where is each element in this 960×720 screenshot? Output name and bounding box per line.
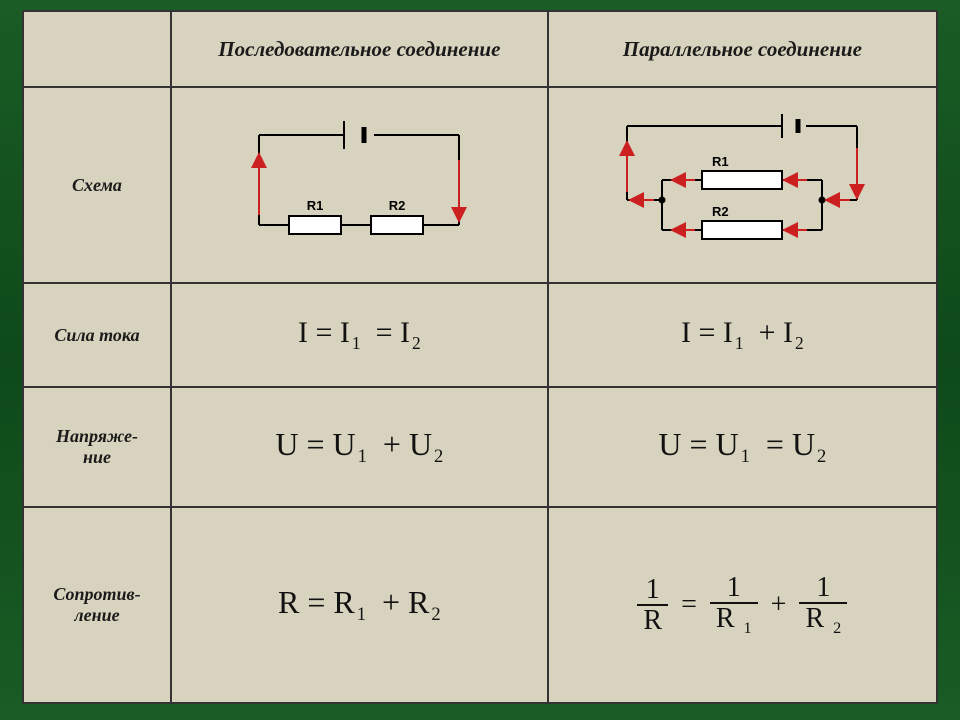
cell-series-current: I = I1 = I2	[171, 283, 548, 387]
series-r1-label: R1	[307, 198, 324, 213]
row-current: Сила тока I = I1 = I2 I = I1 + I2	[23, 283, 937, 387]
col-header-parallel: Параллельное соединение	[548, 11, 937, 87]
row-schema: Схема	[23, 87, 937, 283]
formula-series-resistance: R = R1 + R2	[278, 584, 441, 620]
cell-series-voltage: U = U1 + U2	[171, 387, 548, 507]
page-frame: Последовательное соединение Параллельное…	[0, 0, 960, 720]
comparison-table: Последовательное соединение Параллельное…	[22, 10, 938, 704]
cell-series-resistance: R = R1 + R2	[171, 507, 548, 703]
formula-parallel-current: I = I1 + I2	[681, 316, 804, 349]
cell-series-schema: R1 R2	[171, 87, 548, 283]
parallel-r2-label: R2	[712, 204, 729, 219]
row-resistance: Сопротив-ление R = R1 + R2 1R = 1R 1 + 1…	[23, 507, 937, 703]
formula-parallel-voltage: U = U1 = U2	[658, 426, 826, 462]
series-r2-label: R2	[389, 198, 406, 213]
corner-cell	[23, 11, 171, 87]
formula-series-current: I = I1 = I2	[298, 316, 421, 349]
row-label-voltage: Напряже-ние	[23, 387, 171, 507]
parallel-circuit-diagram: R1 R2	[592, 100, 892, 270]
row-voltage: Напряже-ние U = U1 + U2 U = U1 = U2	[23, 387, 937, 507]
col-header-series: Последовательное соединение	[171, 11, 548, 87]
formula-parallel-resistance: 1R = 1R 1 + 1R 2	[635, 587, 849, 618]
row-label-current: Сила тока	[23, 283, 171, 387]
row-label-resistance: Сопротив-ление	[23, 507, 171, 703]
cell-parallel-schema: R1 R2	[548, 87, 937, 283]
row-label-schema: Схема	[23, 87, 171, 283]
formula-series-voltage: U = U1 + U2	[275, 426, 443, 462]
cell-parallel-current: I = I1 + I2	[548, 283, 937, 387]
cell-parallel-voltage: U = U1 = U2	[548, 387, 937, 507]
header-row: Последовательное соединение Параллельное…	[23, 11, 937, 87]
series-circuit-diagram: R1 R2	[219, 105, 499, 265]
parallel-r1-label: R1	[712, 154, 729, 169]
cell-parallel-resistance: 1R = 1R 1 + 1R 2	[548, 507, 937, 703]
